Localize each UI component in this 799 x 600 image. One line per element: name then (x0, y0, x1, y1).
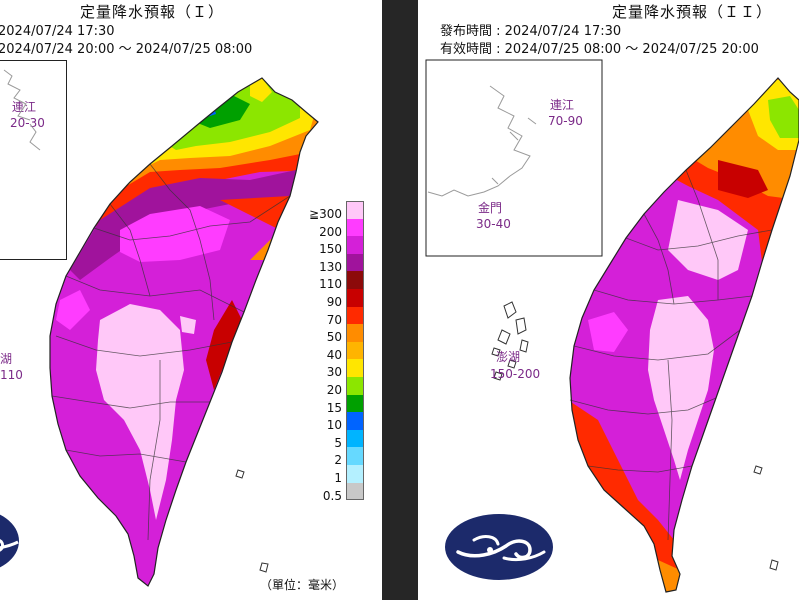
taiwan-rainfall-map (3, 69, 319, 587)
forecast-panel-period-2: 定量降水預報（ＩＩ） 發布時間 : 2024/07/24 17:30 有效時間 … (418, 0, 799, 600)
legend-swatch (346, 253, 364, 272)
legend-label: 50 (326, 330, 342, 345)
coastline-china (3, 69, 41, 151)
legend-label: 150 (319, 242, 342, 257)
valid-time: 有效時間 : 2024/07/25 08:00 ～ 2024/07/25 20:… (440, 42, 759, 57)
penghu-islands (491, 301, 529, 381)
legend-row: 50 (327, 324, 364, 343)
penghu-label: 湖 (0, 352, 13, 366)
legend-swatch (346, 306, 364, 325)
legend-label: 0.5 (322, 488, 342, 503)
legend-label: 130 (319, 259, 342, 274)
legend-swatch (346, 447, 364, 465)
matsu-range: 70-90 (548, 114, 583, 128)
county-boundaries (51, 163, 291, 541)
issue-time: 2024/07/24 17:30 (0, 24, 115, 39)
matsu-label: 連江 (550, 98, 575, 112)
panel-divider (382, 0, 418, 600)
legend-label: 2 (334, 453, 342, 468)
legend-row: 1 (334, 464, 364, 484)
legend-swatch (346, 482, 364, 501)
legend-row: 30 (327, 359, 364, 378)
legend-swatch (346, 394, 364, 413)
legend-row: 110 (319, 271, 364, 290)
legend-label: 70 (326, 312, 342, 327)
small-islands (235, 469, 269, 573)
legend-swatch (346, 218, 364, 237)
mainland-inset-frame (425, 59, 603, 257)
legend-swatch (346, 464, 364, 483)
legend-row: 200 (319, 218, 364, 238)
small-islands (753, 465, 779, 571)
penghu-label: 澎湖 (496, 350, 521, 364)
legend-row: 0.5 (323, 482, 364, 502)
legend-swatch (346, 236, 364, 254)
county-boundaries (569, 169, 773, 541)
legend-label: 40 (326, 347, 342, 362)
legend-row: ≧300 (309, 201, 364, 220)
legend-row: 70 (327, 306, 364, 326)
legend-row: 40 (327, 341, 364, 361)
valid-time: 2024/07/24 20:00 ～ 2024/07/25 08:00 (0, 42, 253, 57)
penghu-range: 150-200 (490, 367, 541, 381)
legend-label: 30 (326, 365, 342, 380)
legend-swatch (346, 324, 364, 342)
legend-label: ≧300 (309, 207, 342, 221)
matsu-inset (0, 60, 67, 260)
legend-row: 150 (319, 236, 364, 255)
penghu-range: 110 (0, 368, 23, 382)
rainfall-shading (570, 78, 799, 592)
panel-title: 定量降水預報（ＩＩ） (612, 3, 773, 21)
cwa-logo-icon (445, 514, 553, 580)
legend-label: 20 (326, 382, 342, 397)
legend-row: 2 (334, 447, 364, 466)
legend-label: 90 (326, 294, 342, 309)
legend-swatch (346, 271, 364, 289)
legend-row: 5 (334, 429, 364, 449)
legend-row: 130 (319, 253, 364, 273)
legend-swatch (346, 376, 364, 395)
legend-label: 15 (326, 400, 342, 415)
legend-swatch (346, 288, 364, 307)
legend-swatch (346, 201, 364, 219)
legend-label: 5 (334, 435, 342, 450)
legend-label: 200 (319, 224, 342, 239)
taiwan-outline (569, 77, 799, 593)
legend-row: 15 (327, 394, 364, 414)
forecast-panel-period-1: 定量降水預報（Ｉ） 2024/07/24 17:30 2024/07/24 20… (0, 0, 382, 600)
legend-row: 20 (327, 376, 364, 396)
taiwan-rainfall-map (425, 59, 799, 593)
legend-row: 90 (327, 288, 364, 308)
matsu-range: 20-30 (10, 116, 45, 130)
legend-label: 10 (326, 418, 342, 433)
legend-swatch (346, 429, 364, 448)
kinmen-range: 30-40 (476, 217, 511, 231)
coastline-china (427, 85, 537, 197)
issue-time: 發布時間 : 2024/07/24 17:30 (440, 24, 622, 39)
rainfall-legend: ≧300 200 150 130 110 90 70 50 40 30 20 1… (309, 201, 364, 502)
taiwan-outline (49, 77, 319, 587)
legend-swatch (346, 412, 364, 430)
cwa-logo-icon (0, 514, 19, 568)
legend-swatch (346, 359, 364, 377)
kinmen-label: 金門 (478, 201, 503, 215)
legend-swatch (346, 341, 364, 360)
legend-row: 10 (327, 412, 364, 431)
legend-label: 110 (319, 277, 342, 292)
unit-label: （單位：毫米） (260, 578, 345, 592)
legend-label: 1 (334, 470, 342, 485)
panel-title: 定量降水預報（Ｉ） (80, 3, 225, 21)
